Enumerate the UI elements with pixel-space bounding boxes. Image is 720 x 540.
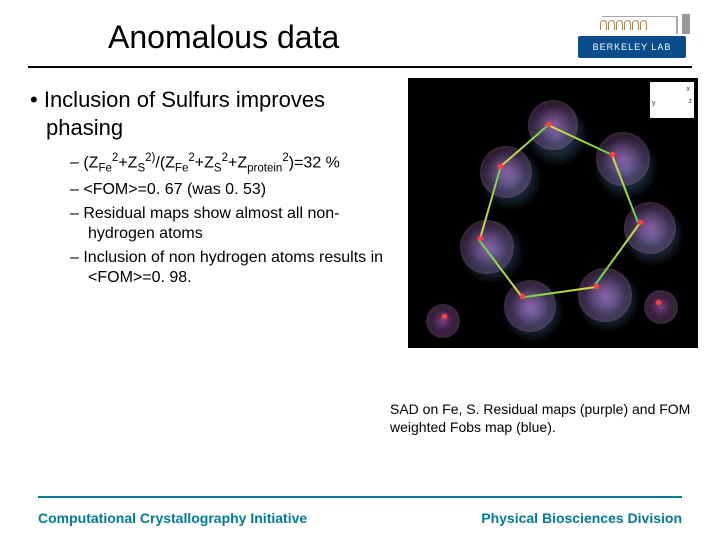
sub-bullet: (ZFe2+ZS2)/(ZFe2+ZS2+Zprotein2)=32 %	[70, 151, 400, 176]
sub-bullet-list: (ZFe2+ZS2)/(ZFe2+ZS2+Zprotein2)=32 % <FO…	[30, 151, 400, 288]
main-bullet: Inclusion of Sulfurs improves phasing	[30, 86, 400, 141]
slide-title: Anomalous data	[108, 19, 339, 56]
figure-caption: SAD on Fe, S. Residual maps (purple) and…	[390, 400, 700, 436]
sub-bullet: Residual maps show almost all non-hydrog…	[70, 204, 400, 244]
footer-right: Physical Biosciences Division	[481, 510, 682, 526]
sub-bullet: <FOM>=0. 67 (was 0. 53)	[70, 180, 400, 200]
density-map: x y z	[408, 78, 698, 348]
footer-divider	[38, 496, 682, 498]
footer-left: Computational Crystallography Initiative	[38, 510, 307, 526]
sub-bullet: Inclusion of non hydrogen atoms results …	[70, 248, 400, 288]
logo-label: BERKELEY LAB	[578, 36, 686, 58]
axes-icon: x y z	[650, 82, 694, 118]
berkeley-lab-logo: BERKELEY LAB	[572, 14, 692, 60]
